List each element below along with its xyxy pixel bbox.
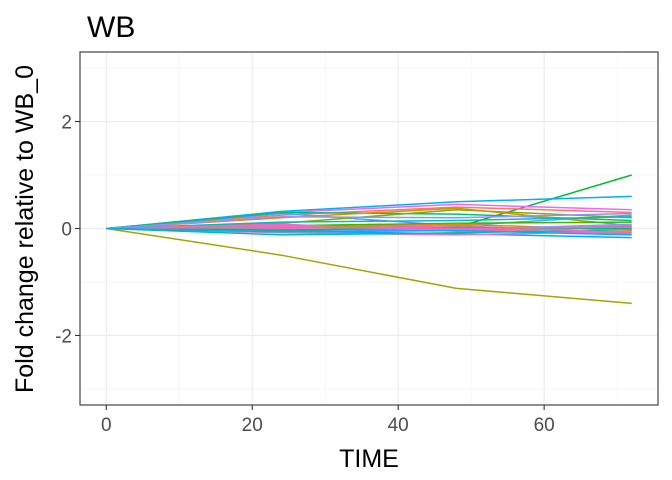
series-line-24 [106, 227, 632, 236]
series-line-17 [106, 227, 632, 236]
y-tick-label: 0 [61, 220, 72, 241]
series-line-1 [106, 227, 632, 305]
minor-gridlines [80, 52, 658, 405]
x-tick-label: 40 [388, 415, 409, 436]
series-line-23 [106, 226, 632, 230]
series-line-10 [106, 212, 632, 230]
y-tick-label: 2 [61, 113, 72, 134]
y-tick-label: -2 [55, 326, 72, 347]
chart-title: WB [87, 11, 135, 44]
y-axis-title: Fold change relative to WB_0 [11, 65, 39, 393]
x-tick-label: 0 [101, 415, 112, 436]
x-axis: 0 20 40 60 [101, 405, 555, 436]
x-tick-label: 60 [534, 415, 555, 436]
series-lines [106, 174, 632, 305]
y-axis: -2 0 2 [55, 113, 80, 347]
x-axis-title: TIME [339, 445, 399, 473]
series-line-4 [106, 206, 632, 230]
plot-panel [79, 51, 659, 406]
series-line-11 [106, 215, 632, 230]
x-tick-label: 20 [242, 415, 263, 436]
